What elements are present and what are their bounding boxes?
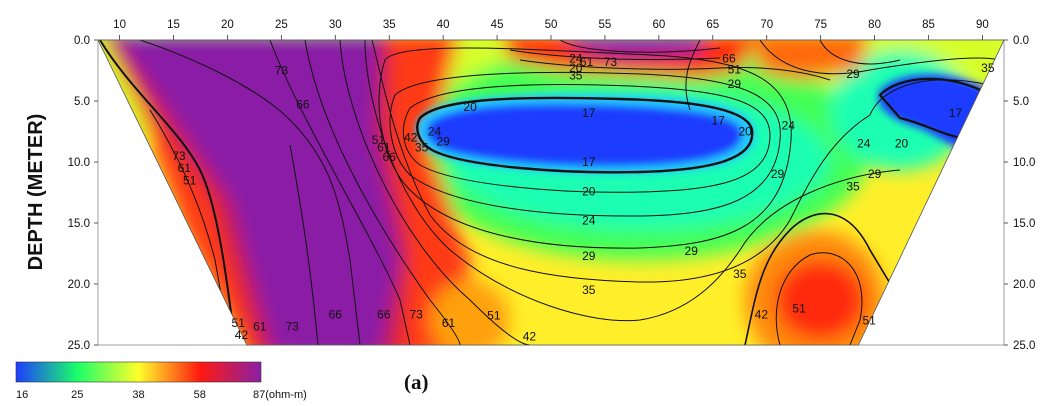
colorbar-max-label: 87(ohm-m): [253, 389, 307, 401]
contour-label: 73: [172, 149, 186, 163]
x-tick-label: 50: [545, 19, 558, 31]
contour-label: 35: [569, 68, 583, 82]
contour-label: 73: [604, 55, 618, 69]
contour-label: 24: [782, 118, 796, 132]
x-tick-label: 65: [706, 19, 719, 31]
x-tick-label: 85: [922, 19, 935, 31]
x-tick-label: 30: [329, 19, 342, 31]
colorbar-tick-label: 38: [132, 389, 144, 401]
contour-label: 66: [296, 98, 310, 112]
contour-label: 24: [428, 125, 442, 139]
contour-label: 17: [582, 106, 596, 120]
y-tick-label-left: 15.0: [68, 218, 90, 230]
contour-label: 66: [722, 51, 736, 65]
contour-label: 61: [442, 316, 456, 330]
section-outline: [97, 39, 1005, 346]
x-tick-label: 90: [976, 19, 989, 31]
x-tick-label: 20: [221, 19, 234, 31]
contour-label: 20: [738, 125, 752, 139]
contour-label: 17: [582, 155, 596, 169]
x-tick-label: 10: [113, 19, 126, 31]
y-tick-label-left: 5.0: [74, 96, 90, 108]
contour-label: 51: [862, 314, 876, 328]
x-axis-ticks: 10 15 20 25 30 35 40 45 50 55 60 65 70 75 80 85 90: [113, 19, 989, 40]
colorbar-tick-label: 25: [71, 389, 83, 401]
contour-label: 73: [285, 320, 299, 334]
y-tick-label-right: 20.0: [1013, 279, 1035, 291]
contour-label: 66: [329, 308, 343, 322]
y-axis-ticks: 0.0 5.0 10.0 15.0 20.0 25.0 0.0 5.0 10.0 15.0 20.0…: [68, 35, 1036, 352]
x-tick-label: 60: [652, 19, 665, 31]
y-tick-label-left: 20.0: [68, 279, 90, 291]
contour-label: 20: [463, 100, 477, 114]
contour-label: 42: [404, 131, 418, 145]
x-tick-label: 45: [491, 19, 504, 31]
x-tick-label: 75: [814, 19, 827, 31]
contour-label: 17: [711, 114, 725, 128]
contour-label: 29: [846, 67, 860, 81]
contour-label: 35: [582, 283, 596, 297]
contour-label: 24: [582, 214, 596, 228]
contour-label: 35: [415, 140, 429, 154]
contour-label: 61: [580, 55, 594, 69]
contour-label: 51: [728, 62, 742, 76]
x-tick-label: 40: [437, 19, 450, 31]
contour-label: 42: [755, 308, 769, 322]
x-tick-label: 15: [167, 19, 180, 31]
y-axis-title: DEPTH (METER): [25, 114, 47, 271]
contour-label: 29: [436, 134, 450, 148]
x-tick-label: 70: [760, 19, 773, 31]
contour-label: 66: [377, 308, 391, 322]
y-tick-label-right: 10.0: [1013, 157, 1035, 169]
contour-label: 20: [569, 61, 583, 75]
contour-label: 35: [981, 61, 995, 75]
y-tick-label-right: 15.0: [1013, 218, 1035, 230]
panel-label: (a): [404, 370, 429, 394]
contour-label: 20: [895, 137, 909, 151]
y-tick-label-left: 10.0: [68, 157, 90, 169]
y-tick-label-right: 0.0: [1013, 35, 1029, 47]
colorbar: 16 25 38 58 87(ohm-m): [15, 361, 307, 401]
contour-label: 42: [523, 329, 537, 343]
contour-label: 61: [178, 161, 192, 175]
contour-label: 29: [728, 77, 742, 91]
contour-label: 35: [733, 267, 747, 281]
x-tick-label: 55: [599, 19, 612, 31]
contour-label: 20: [582, 184, 596, 198]
contour-label: 29: [582, 249, 596, 263]
contour-label: 61: [253, 320, 267, 334]
y-tick-label-right: 5.0: [1013, 96, 1029, 108]
colorbar-tick-label: 58: [194, 389, 206, 401]
y-tick-label-left: 25.0: [68, 340, 90, 352]
contour-label: 17: [949, 106, 963, 120]
contour-label: 24: [569, 51, 583, 65]
contour-label: 24: [857, 137, 871, 151]
y-tick-label-left: 0.0: [74, 35, 90, 47]
contour-label: 51: [183, 173, 197, 187]
contour-label: 51: [487, 309, 501, 323]
x-tick-label: 80: [868, 19, 881, 31]
colorbar-ramp: [15, 361, 262, 383]
contour-label: 61: [377, 140, 391, 154]
contour-label: 29: [868, 167, 882, 181]
contour-label: 51: [232, 316, 246, 330]
x-tick-label: 25: [275, 19, 288, 31]
contour-label: 51: [372, 133, 386, 147]
contour-label: 29: [771, 167, 785, 181]
contour-label: 35: [846, 179, 860, 193]
x-tick-label: 35: [383, 19, 396, 31]
contour-label: 29: [685, 244, 699, 258]
contour-label: 42: [235, 328, 249, 342]
colorbar-tick-label: 16: [16, 389, 28, 401]
contour-label: 73: [409, 308, 423, 322]
contour-label: 51: [792, 301, 806, 315]
y-tick-label-right: 25.0: [1013, 340, 1035, 352]
resistivity-section: [98, 40, 1004, 345]
contour-lines: [99, 40, 1001, 345]
contour-label: 73: [275, 64, 289, 78]
contour-label: 66: [383, 150, 397, 164]
